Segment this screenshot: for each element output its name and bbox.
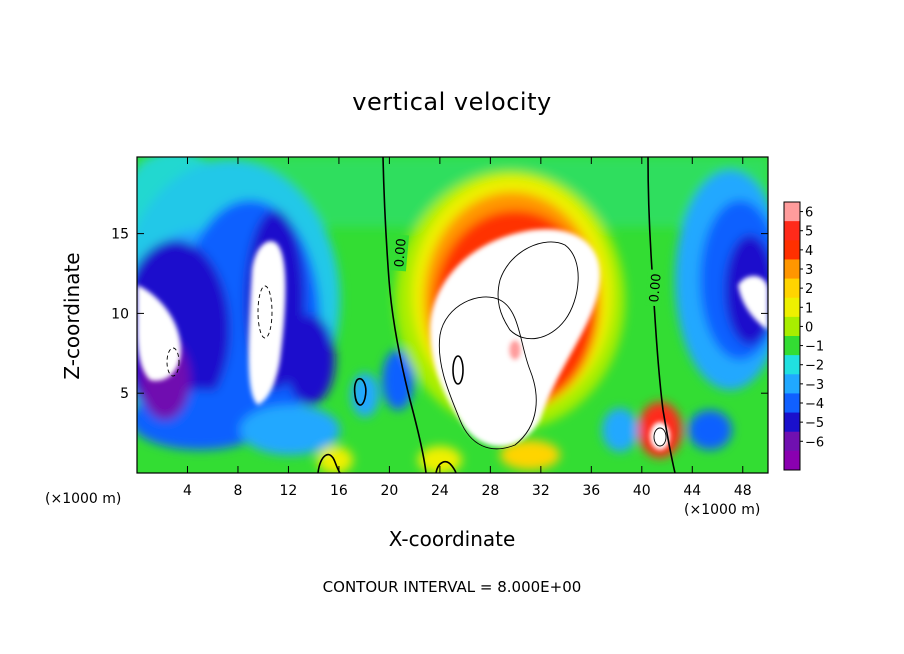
x-tick-label: 8: [233, 483, 242, 499]
x-axis-ticks: 4 8 12 16 20 24 28 32 36 40 44 48: [183, 157, 752, 499]
colorbar-swatch: [784, 202, 800, 222]
x-tick-label: 16: [330, 483, 348, 499]
colorbar-label: 4: [805, 244, 813, 259]
contour-label-text: 0.00: [392, 238, 409, 268]
heatmap-field: [137, 157, 768, 473]
y-tick-label: 5: [120, 386, 129, 402]
x-tick-label: 36: [582, 483, 600, 499]
x-tick-label: 32: [532, 483, 550, 499]
x-tick-label: 48: [734, 483, 752, 499]
colorbar-swatch: [784, 431, 800, 452]
y-tick-label: 10: [111, 306, 129, 322]
x-tick-label: 24: [431, 483, 449, 499]
colorbar-swatch: [784, 240, 800, 260]
x-tick-label: 20: [380, 483, 398, 499]
x-tick-label: 28: [481, 483, 499, 499]
colorbar-label: −4: [805, 397, 824, 412]
colorbar-label: −6: [805, 435, 824, 450]
x-tick-label: 12: [280, 483, 298, 499]
colorbar-swatch: [784, 450, 800, 471]
colorbar-label: −3: [805, 378, 824, 393]
colorbar: 6 5 4 3 2 1 0 −1 −2 −3 −4 −5 −6: [783, 201, 824, 471]
contour-labels: 0.00 0.00: [389, 234, 665, 307]
colorbar-label: −1: [805, 340, 824, 355]
x-unit-label-right: (×1000 m): [684, 502, 761, 518]
colorbar-label: 2: [805, 282, 813, 297]
colorbar-swatch: [784, 221, 800, 241]
colorbar-swatch: [784, 412, 800, 433]
thin-contours: [438, 241, 667, 450]
contour-label-text: 0.00: [647, 273, 664, 303]
dashed-contours: [166, 285, 273, 377]
chart-title: vertical velocity: [352, 88, 552, 116]
contour-label-bg: [389, 234, 410, 272]
x-tick-label: 4: [183, 483, 192, 499]
colorbar-swatch: [784, 374, 800, 394]
colorbar-frame: [783, 201, 801, 471]
y-tick-label: 15: [111, 227, 129, 243]
plot-frame: [136, 156, 769, 474]
colorbar-label: 6: [805, 206, 813, 221]
colorbar-label: 5: [805, 225, 813, 240]
x-tick-label: 40: [633, 483, 651, 499]
x-unit-label-left: (×1000 m): [45, 491, 122, 507]
contour-interval-note: CONTOUR INTERVAL = 8.000E+00: [322, 578, 582, 596]
y-axis-title: Z-coordinate: [60, 252, 84, 380]
y-axis-ticks: 5 10 15: [111, 227, 768, 402]
colorbar-label: 1: [805, 301, 813, 316]
colorbar-swatch: [784, 336, 800, 356]
colorbar-label: −5: [805, 416, 824, 431]
colorbar-label: 3: [805, 263, 813, 278]
colorbar-swatch: [784, 355, 800, 375]
colorbar-swatch: [784, 259, 800, 280]
contour-label: 0.00: [389, 234, 410, 272]
x-tick-label: 44: [683, 483, 701, 499]
colorbar-swatch: [784, 278, 800, 299]
colorbar-swatch: [784, 316, 800, 337]
x-axis-title: X-coordinate: [388, 527, 516, 551]
contour-label-bg: [644, 269, 664, 307]
colorbar-swatch: [784, 297, 800, 318]
contour-label: 0.00: [644, 269, 665, 307]
contour-lines: [317, 157, 676, 473]
colorbar-label: −2: [805, 359, 824, 374]
colorbar-label: 0: [805, 320, 813, 335]
colorbar-swatch: [784, 393, 800, 414]
